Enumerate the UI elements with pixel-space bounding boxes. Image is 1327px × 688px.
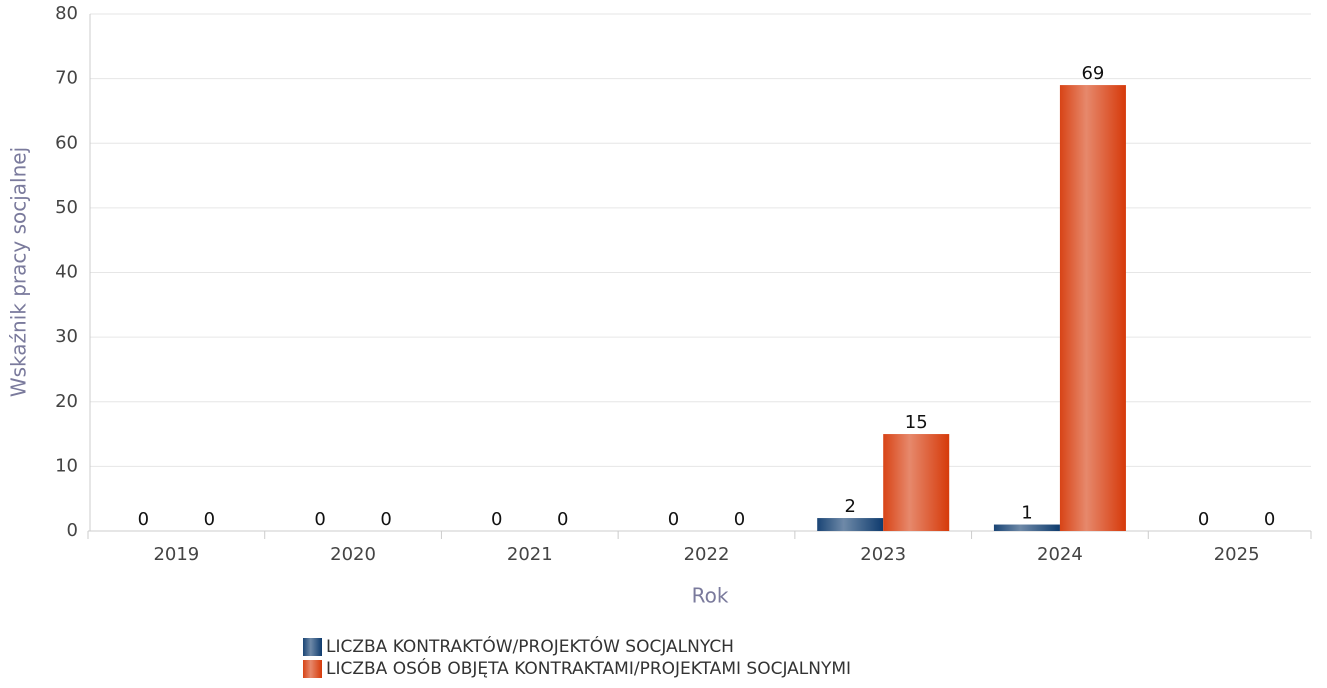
legend-label: LICZBA KONTRAKTÓW/PROJEKTÓW SOCJALNYCH xyxy=(326,635,734,657)
y-tick-label: 0 xyxy=(67,520,78,541)
data-label: 69 xyxy=(1081,63,1104,84)
y-axis-title: Wskaźnik pracy socjalnej xyxy=(7,147,31,397)
legend-swatch-sheen xyxy=(303,660,322,678)
data-label: 0 xyxy=(1264,509,1275,530)
y-tick-label: 50 xyxy=(55,197,78,218)
y-tick-label: 70 xyxy=(55,68,78,89)
x-tick-label: 2022 xyxy=(684,544,730,565)
bar xyxy=(817,518,884,531)
bar xyxy=(883,434,950,531)
data-label: 1 xyxy=(1021,503,1032,524)
legend-label: LICZBA OSÓB OBJĘTA KONTRAKTAMI/PROJEKTAM… xyxy=(326,657,851,679)
bar xyxy=(993,524,1060,531)
y-tick-label: 10 xyxy=(55,455,78,476)
data-label: 15 xyxy=(905,412,928,433)
data-label: 0 xyxy=(668,509,679,530)
x-axis-title: Rok xyxy=(692,584,729,608)
legend-swatch-sheen xyxy=(303,638,322,656)
data-label: 0 xyxy=(1198,509,1209,530)
data-label: 0 xyxy=(138,509,149,530)
data-label: 0 xyxy=(314,509,325,530)
data-label: 0 xyxy=(734,509,745,530)
y-tick-label: 20 xyxy=(55,391,78,412)
x-tick-label: 2020 xyxy=(330,544,376,565)
x-tick-label: 2025 xyxy=(1214,544,1260,565)
data-label: 0 xyxy=(557,509,568,530)
data-label: 0 xyxy=(491,509,502,530)
x-tick-label: 2023 xyxy=(860,544,906,565)
data-label: 0 xyxy=(380,509,391,530)
data-label: 0 xyxy=(204,509,215,530)
data-label: 2 xyxy=(844,496,855,517)
x-tick-label: 2019 xyxy=(153,544,199,565)
x-tick-label: 2024 xyxy=(1037,544,1083,565)
y-tick-label: 30 xyxy=(55,326,78,347)
bar xyxy=(1059,85,1126,532)
y-tick-label: 40 xyxy=(55,262,78,283)
y-tick-label: 80 xyxy=(55,3,78,24)
x-tick-label: 2021 xyxy=(507,544,553,565)
y-tick-label: 60 xyxy=(55,132,78,153)
